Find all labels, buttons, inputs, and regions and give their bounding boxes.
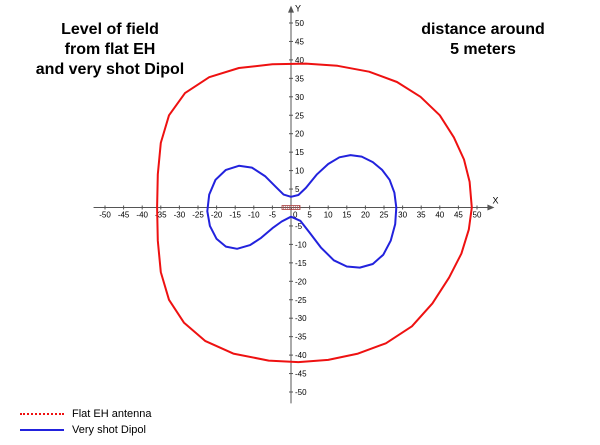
y-tick-label: 50 (295, 19, 304, 28)
origin-label: 0 (293, 211, 298, 220)
origin-marker-hatch (282, 205, 285, 210)
origin-marker-hatch (284, 205, 287, 210)
x-tick-label: 10 (324, 211, 333, 220)
x-tick-label: -10 (248, 211, 260, 220)
x-tick-label: 20 (361, 211, 370, 220)
chart-title-line-1: Level of field (61, 21, 159, 38)
y-axis-label: Y (295, 4, 301, 14)
x-tick-label: 35 (417, 211, 426, 220)
x-tick-label: -15 (229, 211, 241, 220)
y-tick-label: 30 (295, 93, 304, 102)
x-tick-label: -35 (155, 211, 167, 220)
series-line-very-shot-dipol (206, 154, 398, 269)
y-axis-arrow (288, 5, 294, 13)
legend-item-dipol: Very shot Dipol (20, 422, 152, 438)
origin-marker-hatch (298, 205, 301, 210)
distance-annotation-line-2: 5 meters (450, 41, 516, 58)
y-tick-label: -5 (295, 222, 303, 231)
x-tick-label: -45 (118, 211, 130, 220)
x-tick-label: -40 (136, 211, 148, 220)
chart-title-line-2: from flat EH (64, 41, 156, 58)
legend: Flat EH antenna Very shot Dipol (20, 406, 152, 438)
distance-annotation-line-1: distance around (421, 21, 545, 38)
legend-label-dipol: Very shot Dipol (72, 424, 146, 436)
legend-item-eh: Flat EH antenna (20, 406, 152, 422)
x-tick-label: 45 (454, 211, 463, 220)
y-tick-label: -25 (295, 296, 307, 305)
origin-marker-hatch (288, 205, 291, 210)
x-tick-label: 15 (342, 211, 351, 220)
y-tick-label: -30 (295, 314, 307, 323)
y-tick-label: -35 (295, 333, 307, 342)
chart-title-line-3: and very shot Dipol (35, 61, 185, 78)
y-tick-label: 35 (295, 74, 304, 83)
origin-marker (281, 205, 301, 210)
y-tick-label: 15 (295, 148, 304, 157)
chart-title: Level of field from flat EH and very sho… (10, 20, 210, 80)
x-tick-label: -25 (192, 211, 204, 220)
x-tick-label: 5 (307, 211, 312, 220)
x-tick-label: 30 (398, 211, 407, 220)
x-tick-label: 40 (435, 211, 444, 220)
y-tick-label: 10 (295, 167, 304, 176)
y-tick-label: 20 (295, 130, 304, 139)
y-tick-label: -10 (295, 240, 307, 249)
y-tick-label: 40 (295, 56, 304, 65)
y-tick-label: -15 (295, 259, 307, 268)
y-tick-label: 45 (295, 37, 304, 46)
x-tick-label: -5 (269, 211, 277, 220)
x-tick-label: -20 (211, 211, 223, 220)
x-axis-arrow (487, 204, 495, 211)
x-tick-label: 50 (473, 211, 482, 220)
y-tick-label: -20 (295, 277, 307, 286)
y-tick-label: -50 (295, 388, 307, 397)
legend-swatch-dipol (20, 429, 64, 431)
y-tick-label: 5 (295, 185, 300, 194)
origin-marker-hatch (292, 205, 295, 210)
x-axis-label: X (492, 196, 498, 206)
legend-label-eh: Flat EH antenna (72, 408, 152, 420)
origin-marker-hatch (296, 205, 299, 210)
origin-marker-hatch (294, 205, 297, 210)
x-tick-label: -30 (174, 211, 186, 220)
y-tick-label: -40 (295, 351, 307, 360)
y-tick-label: -45 (295, 370, 307, 379)
x-tick-label: -50 (99, 211, 111, 220)
origin-marker-hatch (286, 205, 289, 210)
series-line-flat-eh-antenna (156, 62, 473, 364)
legend-swatch-eh (20, 413, 64, 415)
y-tick-label: 25 (295, 111, 304, 120)
origin-marker-hatch (290, 205, 293, 210)
x-tick-label: 25 (380, 211, 389, 220)
distance-annotation: distance around 5 meters (408, 20, 558, 60)
axes: XY-50 -45 -40 -35 -30 -25 -20 -15 -10 -5 5 10 15 20 25… (93, 4, 498, 404)
series-layer (156, 62, 473, 364)
